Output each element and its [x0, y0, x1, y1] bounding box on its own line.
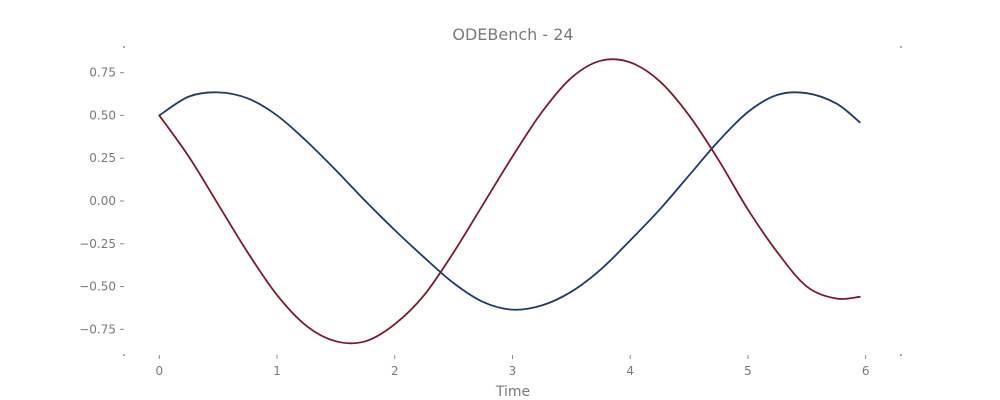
- x-tick-label: 3: [509, 364, 517, 378]
- series-layer: [158, 58, 861, 345]
- x-tick-label: 5: [744, 364, 752, 378]
- axes-layer: 0.75 0.50 0.25 0.00 −0.25 −0.50 −0.75 0 1 2 3 4 5 6: [79, 46, 902, 378]
- y-tick-label: 0.50: [89, 108, 116, 122]
- y-tick-label: −0.50: [79, 280, 116, 294]
- x-axis-label: Time: [495, 384, 530, 400]
- x-tick-label: 1: [273, 364, 281, 378]
- y-tick-label: 0.00: [89, 194, 116, 208]
- x-tick-label: 4: [626, 364, 634, 378]
- x-tick-label: 2: [391, 364, 399, 378]
- axis-corner-2: [123, 354, 125, 356]
- y-tick-label: 0.25: [89, 151, 116, 165]
- axis-corner-1: [900, 46, 902, 48]
- axis-corner-3: [900, 354, 902, 356]
- axis-corner-0: [123, 46, 125, 48]
- chart-title: ODEBench - 24: [452, 25, 573, 44]
- y-tick-label: −0.25: [79, 237, 116, 251]
- y-tick-label: −0.75: [79, 322, 116, 336]
- series-line-2: [158, 58, 861, 345]
- series-line-1: [158, 91, 861, 311]
- y-tick-label: 0.75: [89, 66, 116, 80]
- x-tick-label: 0: [155, 364, 163, 378]
- x-tick-label: 6: [862, 364, 870, 378]
